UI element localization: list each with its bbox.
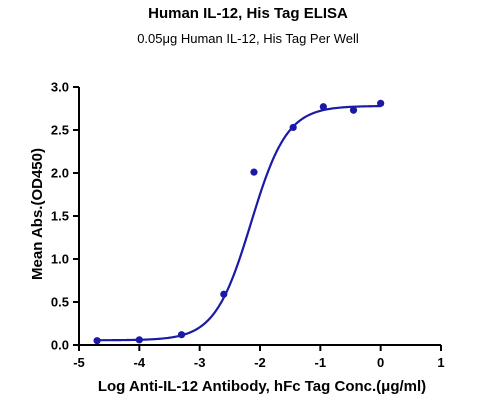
chart-title: Human IL-12, His Tag ELISA: [148, 5, 348, 22]
x-tick-label: 0: [377, 355, 384, 370]
x-tick-label: -1: [315, 355, 327, 370]
data-point: [177, 331, 186, 339]
y-tick-label: 2.0: [51, 166, 69, 181]
data-point: [289, 123, 297, 132]
y-tick-label: 1.5: [51, 209, 69, 224]
fit-curve: [97, 105, 381, 342]
y-tick-label: 0.0: [51, 338, 69, 353]
axes: 0.0 0.5 1.0 1.5 2.0 2.5 3.0 -5 -4 -3 -2 -1 0 1: [51, 80, 445, 371]
data-point: [135, 336, 143, 344]
x-tick-label: -4: [134, 355, 146, 370]
y-tick-label: 2.5: [51, 123, 69, 138]
data-point: [319, 103, 327, 111]
data-point: [377, 99, 385, 107]
y-tick-label: 3.0: [51, 80, 69, 95]
y-axis-label: Mean Abs.(OD450): [29, 148, 46, 280]
data-point: [93, 337, 101, 345]
x-tick-label: -2: [254, 355, 266, 370]
data-point: [220, 290, 228, 298]
x-tick-label: -3: [194, 355, 206, 370]
y-tick-label: 0.5: [51, 295, 69, 310]
x-axis-label: Log Anti-IL-12 Antibody, hFc Tag Conc.(μ…: [98, 378, 426, 395]
plot-area: [93, 99, 385, 345]
x-tick-label: 1: [437, 355, 444, 370]
data-point: [349, 106, 358, 114]
y-tick-label: 1.0: [51, 252, 69, 267]
chart-subtitle: 0.05μg Human IL-12, His Tag Per Well: [137, 31, 359, 46]
data-point: [250, 168, 258, 176]
x-tick-label: -5: [73, 355, 85, 370]
